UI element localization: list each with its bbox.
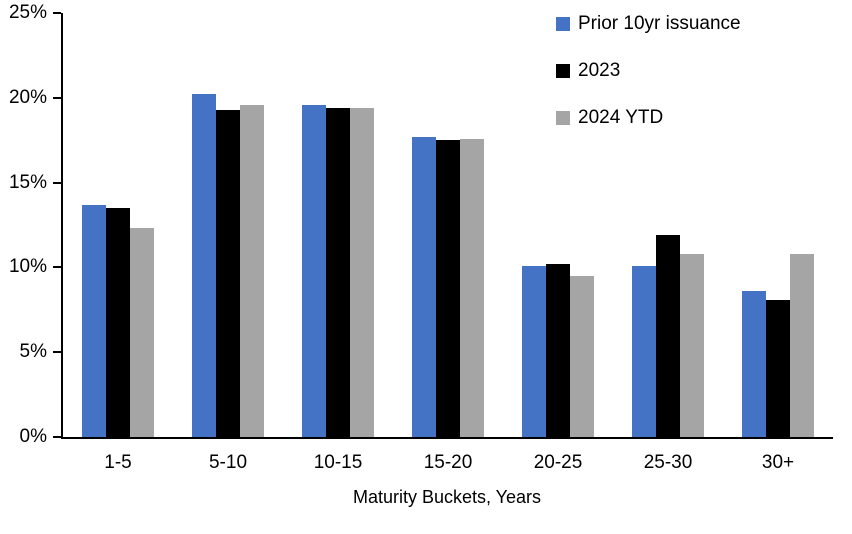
legend-item: 2023 [556, 60, 741, 82]
y-axis-tick [53, 351, 61, 354]
bar-2023-5-10 [216, 110, 240, 437]
x-axis-title: Maturity Buckets, Years [352, 487, 542, 507]
x-axis-label: 25-30 [643, 452, 693, 473]
bar-2023-15-20 [436, 140, 460, 437]
bar-2024-ytd-5-10 [240, 105, 264, 437]
bar-prior-10yr-issuance-30+ [742, 291, 766, 437]
y-axis-label: 15% [8, 171, 47, 193]
bar-2023-20-25 [546, 264, 570, 437]
y-axis-tick [53, 12, 61, 14]
y-axis-tick [53, 181, 61, 184]
bar-prior-10yr-issuance-5-10 [192, 94, 216, 437]
bar-2024-ytd-25-30 [680, 254, 704, 437]
y-axis-label: 5% [19, 341, 47, 363]
x-axis-label: 10-15 [313, 452, 363, 473]
bar-2024-ytd-1-5 [130, 228, 154, 437]
legend-label: 2024 YTD [578, 107, 664, 128]
legend: Prior 10yr issuance 2023 2024 YTD [556, 13, 741, 154]
legend-item: Prior 10yr issuance [556, 13, 741, 35]
bar-prior-10yr-issuance-15-20 [412, 137, 436, 437]
legend-label: 2023 [578, 60, 621, 81]
y-axis-tick [53, 436, 61, 438]
y-axis-label: 0% [19, 426, 47, 447]
bar-2023-30+ [766, 300, 790, 437]
plot-area [61, 13, 833, 439]
x-axis-label: 30+ [761, 452, 795, 473]
legend-swatch-icon [556, 64, 570, 78]
y-axis-tick [53, 266, 61, 269]
x-axis-label: 1-5 [104, 452, 132, 473]
x-axis-label: 20-25 [533, 452, 583, 473]
bar-2024-ytd-15-20 [460, 139, 484, 437]
legend-item: 2024 YTD [556, 107, 741, 129]
bar-prior-10yr-issuance-10-15 [302, 105, 326, 437]
y-axis-label: 25% [8, 2, 47, 23]
x-axis-label: 15-20 [423, 452, 473, 473]
bar-prior-10yr-issuance-20-25 [522, 266, 546, 437]
y-axis-tick [53, 96, 61, 99]
bar-prior-10yr-issuance-1-5 [82, 205, 106, 437]
bar-2024-ytd-20-25 [570, 276, 594, 437]
y-axis-label: 20% [8, 86, 47, 108]
bar-2023-25-30 [656, 235, 680, 437]
x-axis-label: 5-10 [208, 452, 248, 473]
legend-swatch-icon [556, 17, 570, 31]
bar-2023-10-15 [326, 108, 350, 437]
legend-swatch-icon [556, 111, 570, 125]
legend-label: Prior 10yr issuance [578, 13, 741, 34]
bar-2024-ytd-30+ [790, 254, 814, 437]
bar-2024-ytd-10-15 [350, 108, 374, 437]
bar-prior-10yr-issuance-25-30 [632, 266, 656, 437]
y-axis-label: 10% [8, 256, 47, 278]
bar-2023-1-5 [106, 208, 130, 437]
